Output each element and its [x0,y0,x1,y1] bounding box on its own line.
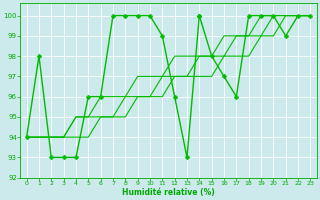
X-axis label: Humidité relative (%): Humidité relative (%) [122,188,215,197]
